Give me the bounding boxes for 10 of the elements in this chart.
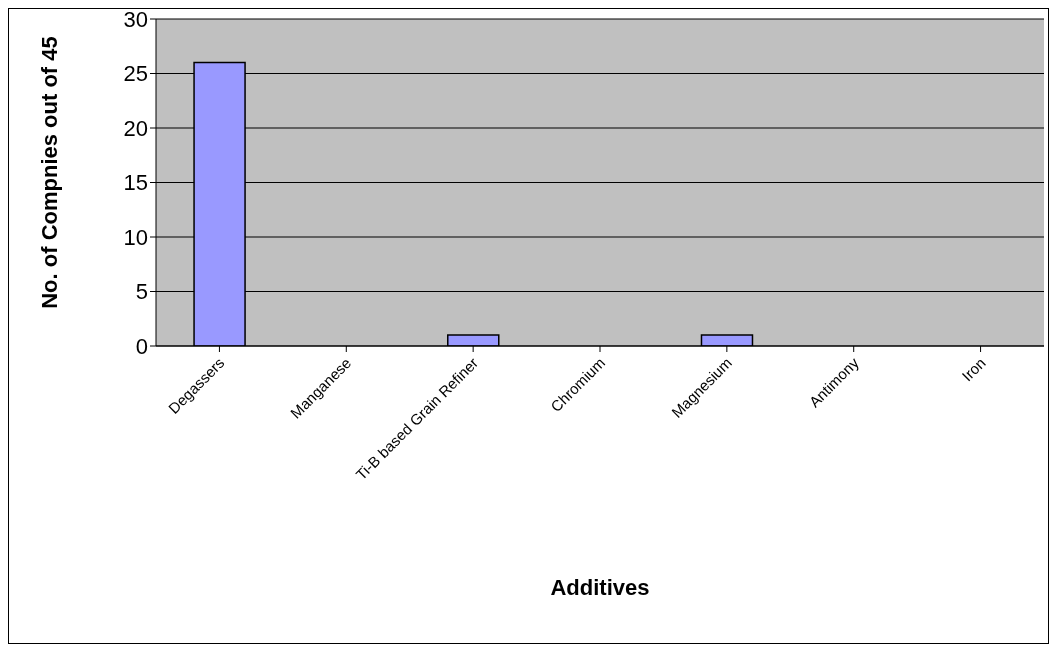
x-tick-label: Iron bbox=[958, 354, 989, 385]
y-tick-label: 5 bbox=[135, 279, 148, 305]
y-tick-label: 0 bbox=[135, 333, 148, 359]
y-tick-label: 20 bbox=[123, 115, 148, 141]
y-axis-title: No. of Compnies out of 45 bbox=[36, 36, 62, 309]
y-tick-label: 30 bbox=[123, 6, 148, 32]
x-axis-title: Additives bbox=[550, 575, 650, 600]
y-tick-label: 15 bbox=[123, 170, 148, 196]
y-tick-label: 25 bbox=[123, 61, 148, 87]
y-tick-label: 10 bbox=[123, 224, 148, 250]
